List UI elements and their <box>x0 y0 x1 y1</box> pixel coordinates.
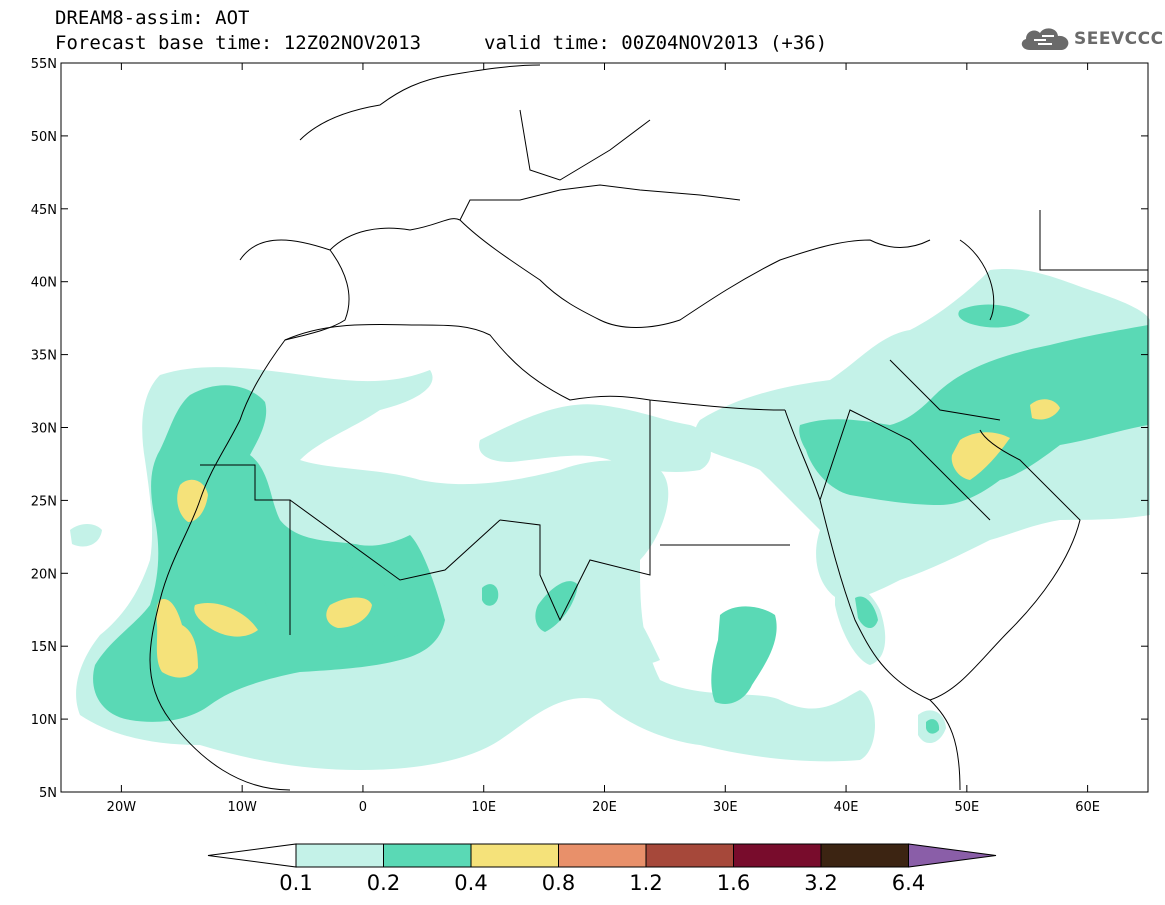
aot-0.2-region-niger-spot <box>482 584 499 606</box>
longitude-axis: 20W 10W 0 10E 20E 30E 40E 50E 60E <box>107 63 1100 815</box>
aot-0.1-region-red-sea <box>835 579 886 665</box>
aot-0.4-region-mauritania-south <box>194 602 258 637</box>
border-sahara-1 <box>200 464 291 635</box>
aot-0.4-region-senegal <box>156 599 198 678</box>
lat-tick-label: 40N <box>31 276 57 291</box>
lon-tick-label: 40E <box>834 800 859 815</box>
aot-0.2-region-sudan <box>711 606 777 705</box>
border-iran-iraq <box>889 359 1001 421</box>
colorbar-over-arrow <box>908 843 997 868</box>
aot-0.1-region-atlantic <box>70 524 102 547</box>
coastline-northern-europe <box>299 64 541 141</box>
border-kazakhstan <box>1039 210 1148 271</box>
aot-0.2-region-mali <box>262 558 406 647</box>
border-sahara-3 <box>499 400 651 622</box>
latitude-axis: 55N 50N 45N 40N 35N 30N 25N 20N 15N 10N 5N <box>31 57 1148 801</box>
aot-0.1-region-sahel <box>559 575 660 665</box>
lon-tick-label: 0 <box>359 800 367 815</box>
logo-text: SEEVCCC <box>1074 29 1164 49</box>
colorbar-segment <box>645 843 734 868</box>
border-arabia <box>819 409 991 521</box>
lat-tick-label: 25N <box>31 494 57 509</box>
aot-0.2-region-somalia <box>926 719 940 734</box>
colorbar-label: 6.4 <box>892 871 925 895</box>
forecast-base-time: Forecast base time: 12Z02NOV2013 <box>55 32 422 54</box>
coastline-europe <box>329 218 931 328</box>
lat-tick-label: 15N <box>31 640 57 655</box>
colorbar-label: 0.4 <box>454 871 487 895</box>
colorbar-segment <box>295 843 384 868</box>
lat-tick-label: 35N <box>31 349 57 364</box>
lat-tick-label: 20N <box>31 567 57 582</box>
lat-tick-label: 10N <box>31 713 57 728</box>
aot-0.4-region-iraq <box>951 432 1010 480</box>
coastline-east-africa <box>929 699 961 791</box>
lat-tick-label: 30N <box>31 422 57 437</box>
aot-0.4-region-mali <box>326 597 372 628</box>
aot-0.1-region-egypt <box>479 404 711 472</box>
lon-tick-label: 50E <box>954 800 979 815</box>
lon-tick-label: 20E <box>592 800 617 815</box>
colorbar-label: 3.2 <box>804 871 837 895</box>
aot-field-layer <box>70 269 1150 770</box>
colorbar-label: 0.1 <box>279 871 312 895</box>
colorbar-segment <box>470 843 559 868</box>
coastline-iberia-north-africa <box>149 239 350 791</box>
aot-0.4-region-iran <box>1030 399 1060 420</box>
colorbar-under-arrow <box>207 843 297 868</box>
colorbar-segment <box>733 843 822 868</box>
coastline-north-africa-egypt <box>284 323 786 411</box>
lon-tick-label: 60E <box>1075 800 1100 815</box>
border-caspian <box>959 239 995 321</box>
colorbar-label: 1.2 <box>629 871 662 895</box>
aot-0.2-region-eritrea <box>855 596 878 629</box>
lat-tick-label: 5N <box>39 786 57 801</box>
colorbar-segment <box>558 843 647 868</box>
colorbar-segment <box>820 843 909 868</box>
lat-tick-label: 45N <box>31 203 57 218</box>
valid-time: valid time: 00Z04NOV2013 (+36) <box>484 32 828 54</box>
lat-tick-label: 50N <box>31 130 57 145</box>
lon-tick-label: 30E <box>713 800 738 815</box>
aot-0.2-region-caspian <box>958 304 1030 328</box>
cloud-icon <box>1021 28 1069 50</box>
aot-0.4-region-mauritania-north <box>177 479 208 522</box>
colorbar-label: 0.8 <box>542 871 575 895</box>
coastline-and-border-layer <box>149 64 1148 791</box>
seevccc-logo: SEEVCCC <box>1018 24 1164 54</box>
aot-0.2-region-persian-gulf <box>799 325 1148 505</box>
lat-tick-label: 55N <box>31 57 57 72</box>
aot-colorbar: 0.1 0.2 0.4 0.8 1.2 1.6 3.2 6.4 <box>207 843 997 895</box>
lon-tick-label: 10W <box>227 800 257 815</box>
border-europe-2 <box>519 109 651 181</box>
colorbar-label: 1.6 <box>717 871 750 895</box>
aot-0.2-region-chad <box>535 581 578 632</box>
border-europe-1 <box>459 184 741 221</box>
border-sahara-2 <box>289 499 501 581</box>
colorbar-label: 0.2 <box>367 871 400 895</box>
model-title: DREAM8-assim: AOT <box>55 7 250 29</box>
coastline-red-sea-arabia <box>784 409 1081 701</box>
colorbar-segment <box>383 843 472 868</box>
lon-tick-label: 10E <box>471 800 496 815</box>
lon-tick-label: 20W <box>107 800 137 815</box>
